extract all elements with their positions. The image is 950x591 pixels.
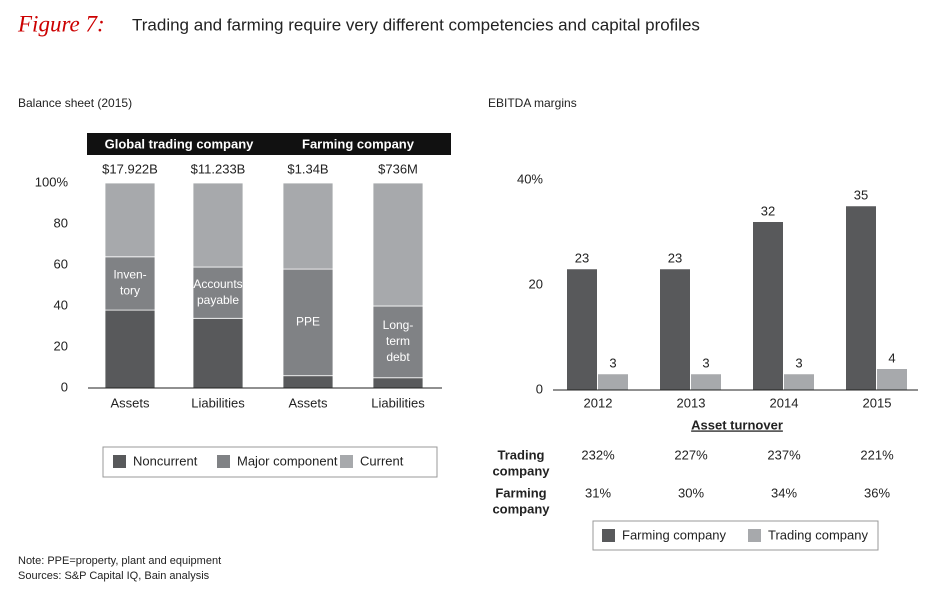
group-header: [87, 133, 271, 155]
y-tick-label: 60: [54, 256, 68, 271]
segment-label: debt: [386, 350, 410, 364]
bar-segment: [104, 256, 156, 311]
total-label: $17.922B: [102, 161, 158, 176]
group-label: Global trading company: [105, 136, 255, 151]
y-tick-label: 0: [61, 379, 68, 394]
value-label: 3: [795, 356, 802, 371]
y-tick-label: 20: [54, 338, 68, 353]
table-title: Asset turnover: [691, 417, 783, 432]
bar-segment: [192, 182, 244, 268]
legend-label: Trading company: [768, 527, 868, 542]
right-subtitle: EBITDA margins: [488, 96, 577, 110]
value-label: 35: [854, 188, 868, 203]
figure-label: Figure 7:: [17, 11, 105, 36]
bar-segment: [104, 182, 156, 258]
segment-label: payable: [197, 293, 239, 307]
segment-label: Long-: [383, 318, 414, 332]
table-cell: 237%: [767, 447, 801, 462]
segment-label: Accounts: [193, 277, 242, 291]
segment-label: PPE: [296, 315, 320, 329]
value-label: 32: [761, 203, 775, 218]
x-tick-label: Liabilities: [371, 395, 425, 410]
bar-segment: [282, 182, 334, 270]
y-tick-label: 20: [529, 276, 543, 291]
x-tick-label: 2014: [770, 395, 799, 410]
value-label: 23: [668, 251, 682, 266]
x-tick-label: Assets: [110, 395, 150, 410]
y-tick-label: 40: [54, 297, 68, 312]
value-label: 23: [575, 251, 589, 266]
legend-swatch: [113, 455, 126, 468]
bar-segment: [104, 309, 156, 389]
total-label: $1.34B: [287, 161, 328, 176]
x-tick-label: 2015: [863, 395, 892, 410]
table-cell: 227%: [674, 447, 708, 462]
bar: [784, 374, 814, 390]
group-header: [265, 133, 451, 155]
bar: [877, 369, 907, 390]
y-tick-label: 100%: [35, 174, 69, 189]
table-cell: 30%: [678, 485, 704, 500]
segment-label: term: [386, 334, 410, 348]
legend-box: [102, 446, 438, 478]
table-cell: 36%: [864, 485, 890, 500]
table-cell: 31%: [585, 485, 611, 500]
note: Note: PPE=property, plant and equipment: [18, 555, 221, 567]
bar: [691, 374, 721, 390]
bar-segment: [372, 377, 424, 389]
x-tick-label: 2013: [677, 395, 706, 410]
y-tick-label: 80: [54, 215, 68, 230]
legend-label: Current: [360, 453, 404, 468]
legend-label: Farming company: [622, 527, 727, 542]
table-cell: 232%: [581, 447, 615, 462]
legend-label: Noncurrent: [133, 453, 198, 468]
value-label: 3: [702, 356, 709, 371]
segment-label: Inven-: [113, 268, 146, 282]
x-tick-label: Assets: [288, 395, 328, 410]
bar-segment: [282, 268, 334, 377]
title: Trading and farming require very differe…: [132, 15, 700, 34]
bar: [567, 269, 597, 390]
value-label: 4: [888, 350, 895, 365]
y-tick-label: 0: [536, 381, 543, 396]
bar: [846, 206, 876, 390]
bar: [660, 269, 690, 390]
legend-swatch: [340, 455, 353, 468]
row-label: company: [492, 463, 550, 478]
left-subtitle: Balance sheet (2015): [18, 96, 132, 110]
y-tick-label: 40%: [517, 171, 543, 186]
bar-segment: [192, 317, 244, 389]
bar-segment: [192, 266, 244, 319]
table-cell: 221%: [860, 447, 894, 462]
x-tick-label: Liabilities: [191, 395, 245, 410]
source: Sources: S&P Capital IQ, Bain analysis: [18, 570, 210, 582]
table-cell: 34%: [771, 485, 797, 500]
row-label: Trading: [498, 447, 545, 462]
legend-swatch: [748, 529, 761, 542]
bar: [753, 222, 783, 390]
row-label: company: [492, 501, 550, 516]
legend-box: [592, 520, 879, 551]
bar-segment: [282, 375, 334, 389]
segment-label: tory: [120, 284, 140, 298]
bar-segment: [372, 182, 424, 307]
x-tick-label: 2012: [584, 395, 613, 410]
legend-swatch: [217, 455, 230, 468]
row-label: Farming: [495, 485, 546, 500]
legend-swatch: [602, 529, 615, 542]
value-label: 3: [609, 356, 616, 371]
group-label: Farming company: [302, 136, 415, 151]
total-label: $11.233B: [191, 161, 246, 176]
bar: [598, 374, 628, 390]
legend-label: Major component: [237, 453, 338, 468]
total-label: $736M: [378, 161, 418, 176]
